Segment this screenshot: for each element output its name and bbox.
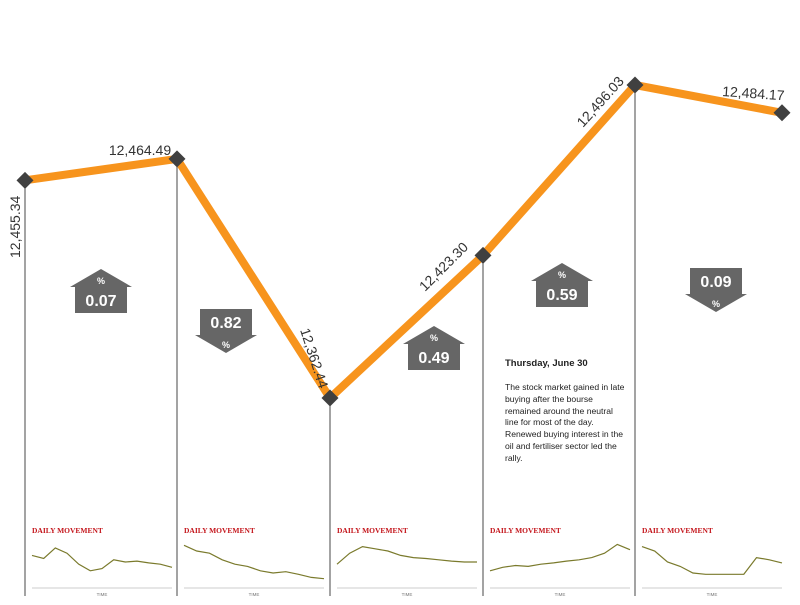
daily-movement-axis-label: TIME — [707, 592, 718, 597]
change-value: 0.49 — [418, 350, 449, 367]
daily-movement-line — [489, 543, 631, 572]
note-body: The stock market gained in late buying a… — [505, 382, 625, 463]
down-arrow-icon — [195, 309, 257, 353]
value-label: 12,484.17 — [722, 83, 785, 103]
point-marker — [474, 246, 492, 264]
point-marker — [773, 104, 791, 122]
change-unit: % — [430, 333, 438, 343]
change-value: 0.09 — [700, 274, 731, 291]
down-arrow-icon — [685, 268, 747, 312]
daily-movement-axis-label: TIME — [97, 592, 108, 597]
point-marker — [168, 150, 186, 168]
daily-movement-line — [183, 544, 325, 580]
daily-movement-axis-label: TIME — [555, 592, 566, 597]
daily-movement-label: DAILY MOVEMENT — [337, 526, 408, 535]
point-marker — [16, 171, 34, 189]
change-unit: % — [712, 299, 720, 309]
change-value: 0.82 — [210, 315, 241, 332]
change-value: 0.07 — [85, 293, 116, 310]
market-note: Thursday, June 30 The stock market gaine… — [505, 358, 627, 465]
daily-movement-axis-label: TIME — [249, 592, 260, 597]
change-unit: % — [558, 270, 566, 280]
daily-movement-label: DAILY MOVEMENT — [642, 526, 713, 535]
up-arrow-icon — [70, 269, 132, 313]
value-label: 12,464.49 — [109, 142, 171, 158]
daily-movement-line — [336, 545, 477, 565]
index-line — [24, 80, 783, 405]
up-arrow-icon — [403, 326, 465, 370]
daily-movement-line — [641, 546, 783, 575]
change-unit: % — [222, 340, 230, 350]
daily-movement-label: DAILY MOVEMENT — [490, 526, 561, 535]
up-arrow-icon — [531, 263, 593, 307]
value-label: 12,423.30 — [416, 239, 472, 295]
point-marker — [321, 389, 339, 407]
note-title: Thursday, June 30 — [505, 358, 588, 369]
daily-movement-axis-label: TIME — [402, 592, 413, 597]
daily-movement-line — [31, 547, 173, 572]
change-value: 0.59 — [546, 287, 577, 304]
daily-movement-label: DAILY MOVEMENT — [32, 526, 103, 535]
change-unit: % — [97, 276, 105, 286]
value-label: 12,455.34 — [7, 196, 23, 258]
daily-movement-label: DAILY MOVEMENT — [184, 526, 255, 535]
point-marker — [626, 76, 644, 94]
